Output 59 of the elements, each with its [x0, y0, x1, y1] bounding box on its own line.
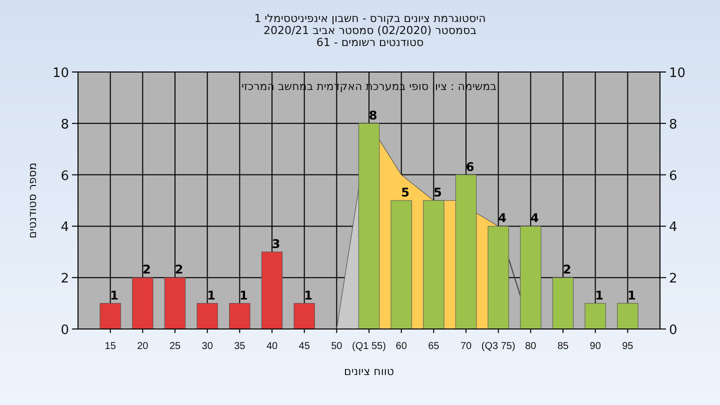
data-label: 5	[401, 186, 410, 200]
chart-title: היסטוגרמת ציונים בקורס - חשבון אינפיניטסימלי 1	[254, 12, 486, 25]
x-tick-label: 95	[622, 341, 634, 352]
y2-tick-label: 10	[669, 66, 686, 81]
x-tick-label: (Q3 75)	[481, 341, 516, 352]
y-tick-label: 6	[60, 168, 69, 184]
data-label: 1	[627, 288, 636, 302]
x-tick-label: 30	[202, 341, 214, 352]
data-label: 2	[174, 262, 184, 277]
bar	[552, 277, 574, 330]
bar	[229, 303, 250, 330]
y2-tick-label: 8	[669, 117, 678, 132]
y2-tick-label: 4	[669, 220, 678, 236]
x-tick-label: 70	[460, 341, 472, 352]
bar	[164, 277, 186, 330]
data-label: 8	[368, 108, 378, 122]
bar	[294, 303, 315, 330]
data-label: 3	[272, 236, 280, 251]
data-label: 1	[595, 288, 604, 302]
y-tick-label: 0	[60, 323, 69, 338]
data-label: 5	[433, 186, 442, 200]
y-tick-label: 8	[60, 117, 69, 132]
data-label: 6	[466, 160, 474, 174]
data-label: 1	[110, 288, 119, 302]
x-tick-label: 35	[234, 341, 246, 352]
chart-subtitle: בסמסטר (02/2020) סמסטר אביב 2020/21 סטודנטים רשומים - 61	[263, 24, 477, 49]
bar	[132, 277, 154, 330]
x-tick-label: 20	[137, 341, 149, 352]
y-axis-title: מספר סטודנטים	[26, 162, 39, 238]
x-tick-label: 65	[428, 341, 440, 352]
y2-tick-label: 6	[669, 168, 678, 184]
x-tick-label: 90	[590, 341, 602, 352]
data-label: 1	[207, 288, 216, 302]
data-label: 2	[142, 262, 151, 277]
bar	[584, 303, 606, 330]
x-tick-label: 85	[557, 341, 569, 352]
x-tick-label: 15	[104, 341, 116, 352]
bar	[196, 303, 218, 330]
x-tick-label: 80	[525, 341, 537, 352]
data-label: 2	[562, 262, 572, 277]
bar	[100, 303, 121, 330]
x-tick-label: 45	[298, 341, 310, 352]
x-tick-label: 25	[169, 341, 181, 352]
x-tick-label: 60	[396, 341, 408, 352]
y-tick-label: 4	[60, 220, 69, 236]
bar	[261, 252, 283, 330]
x-tick-label: 40	[266, 341, 278, 352]
y2-tick-label: 2	[669, 272, 678, 287]
data-label: 4	[530, 211, 539, 226]
y-tick-label: 10	[52, 66, 69, 81]
data-label: 1	[304, 288, 313, 302]
bar	[617, 303, 638, 330]
x-tick-label: 50	[331, 341, 343, 352]
x-tick-label: (Q1 55)	[352, 341, 386, 352]
y2-tick-label: 0	[669, 323, 678, 338]
bar	[520, 226, 542, 330]
y-tick-label: 2	[60, 272, 69, 287]
data-label: 1	[239, 288, 248, 302]
x-axis-title: טווח ציונים	[344, 365, 394, 378]
